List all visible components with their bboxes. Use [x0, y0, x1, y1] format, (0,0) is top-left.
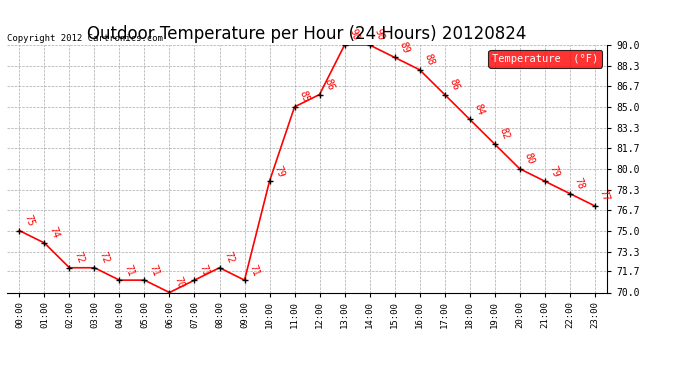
Text: 79: 79	[273, 164, 286, 178]
Text: 88: 88	[422, 53, 436, 67]
Text: 71: 71	[122, 263, 136, 278]
Text: 80: 80	[522, 152, 536, 166]
Text: 74: 74	[47, 226, 61, 240]
Text: 86: 86	[322, 77, 336, 92]
Text: 71: 71	[247, 263, 261, 278]
Text: 84: 84	[473, 102, 486, 117]
Text: 70: 70	[172, 275, 186, 290]
Text: 79: 79	[547, 164, 561, 178]
Text: 75: 75	[22, 213, 36, 228]
Text: 85: 85	[297, 90, 310, 104]
Text: Copyright 2012 Cartronics.com: Copyright 2012 Cartronics.com	[7, 33, 163, 42]
Text: 72: 72	[97, 251, 110, 265]
Text: 78: 78	[573, 176, 586, 191]
Title: Outdoor Temperature per Hour (24 Hours) 20120824: Outdoor Temperature per Hour (24 Hours) …	[88, 26, 526, 44]
Text: 90: 90	[373, 28, 386, 42]
Text: 72: 72	[222, 251, 236, 265]
Text: 89: 89	[397, 40, 411, 55]
Text: 86: 86	[447, 77, 461, 92]
Text: 71: 71	[197, 263, 210, 278]
Text: 82: 82	[497, 127, 511, 141]
Text: 72: 72	[72, 251, 86, 265]
Text: 71: 71	[147, 263, 161, 278]
Text: 77: 77	[598, 189, 611, 203]
Text: 90: 90	[347, 28, 361, 42]
Legend: Temperature  (°F): Temperature (°F)	[489, 50, 602, 68]
